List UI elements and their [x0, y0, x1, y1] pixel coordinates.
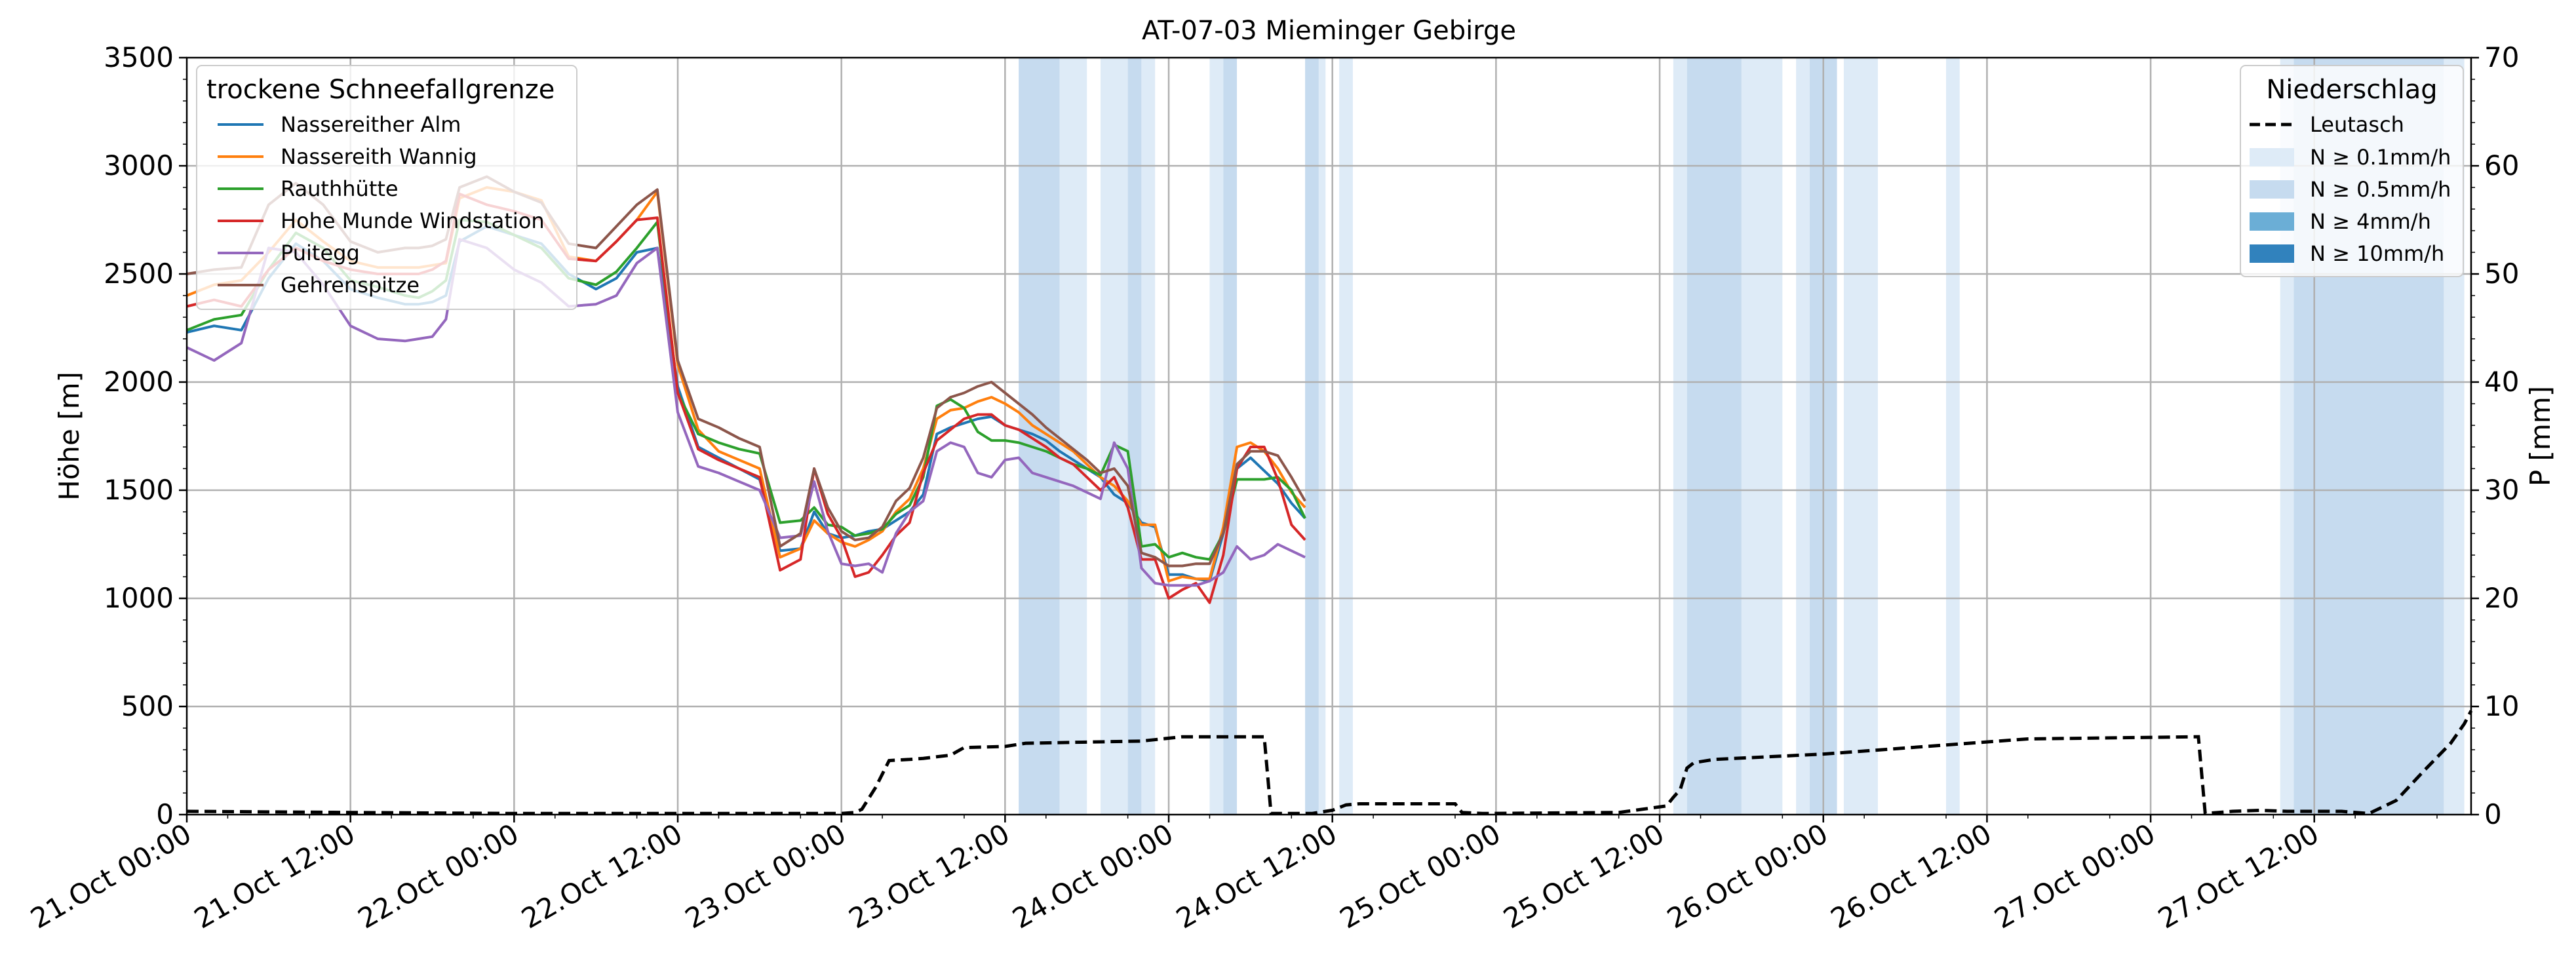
y-tick-label-right: 50 [2484, 258, 2519, 290]
y-tick-label-right: 0 [2484, 798, 2502, 830]
legend-label: N ≥ 0.5mm/h [2310, 177, 2451, 202]
precip-band [1059, 58, 1087, 815]
precip-band [1843, 58, 1878, 815]
legend-label: Nassereither Alm [281, 112, 461, 137]
precip-band [1673, 58, 1687, 815]
y-tick-label-left: 2000 [104, 366, 174, 398]
legend-box [196, 65, 577, 310]
legend-precipitation: Niederschlag Leutasch N ≥ 0.1mm/h N ≥ 0.5mm… [2240, 65, 2464, 277]
y-tick-label-left: 500 [121, 690, 174, 722]
precip-band [1339, 58, 1353, 815]
legend-title: trockene Schneefallgrenze [206, 75, 555, 105]
y-axis-label-right: P [mm] [2524, 386, 2556, 486]
legend-label: N ≥ 0.1mm/h [2310, 145, 2451, 170]
legend-box [2240, 65, 2464, 277]
legend-label: Nassereith Wannig [281, 144, 477, 169]
precip-band [1945, 58, 1960, 815]
legend-label: Rauthhütte [281, 176, 399, 201]
precip-band [1127, 58, 1142, 815]
y-tick-label-right: 30 [2484, 474, 2519, 506]
y-tick-label-right: 70 [2484, 41, 2519, 73]
precip-band [1318, 58, 1326, 815]
legend-swatch [2250, 148, 2294, 166]
legend-swatch [2250, 180, 2294, 199]
precip-line [186, 710, 2473, 815]
y-tick-label-left: 2500 [104, 258, 174, 290]
y-tick-label-left: 1000 [104, 582, 174, 614]
y-tick-label-right: 60 [2484, 149, 2519, 182]
y-tick-label-left: 0 [156, 798, 174, 830]
legend-label: Puitegg [281, 241, 360, 265]
y-tick-label-left: 1500 [104, 474, 174, 506]
precip-band [1741, 58, 1783, 815]
y-tick-label-right: 40 [2484, 366, 2519, 398]
y-axis-label-left: Höhe [m] [53, 372, 85, 501]
series-line [186, 238, 1306, 587]
legend-label: Gehrenspitze [281, 273, 420, 298]
y-tick-label-left: 3000 [104, 149, 174, 182]
y-tick-label-right: 20 [2484, 582, 2519, 614]
precip-band [1687, 58, 1742, 815]
y-tick-label-right: 10 [2484, 690, 2519, 722]
legend-label: Leutasch [2310, 112, 2404, 137]
legend-label: N ≥ 10mm/h [2310, 241, 2444, 266]
legend-label: N ≥ 4mm/h [2310, 209, 2431, 234]
precip-band [1305, 58, 1319, 815]
legend-swatch [2250, 244, 2294, 263]
legend-label: Hohe Munde Windstation [281, 208, 545, 233]
precip-band [1101, 58, 1128, 815]
legend-swatch [2250, 212, 2294, 231]
precip-band [1796, 58, 1810, 815]
legend-title: Niederschlag [2266, 75, 2437, 105]
plot-frame [185, 56, 2472, 816]
precip-line-layer [186, 710, 2473, 815]
chart-title: AT-07-03 Mieminger Gebirge [1142, 16, 1516, 46]
y-tick-label-left: 3500 [104, 41, 174, 73]
precip-band [1223, 58, 1238, 815]
legend-snowfall: trockene Schneefallgrenze Nassereither Al… [196, 65, 577, 310]
precip-band [1209, 58, 1224, 815]
precip-band [1141, 58, 1156, 815]
